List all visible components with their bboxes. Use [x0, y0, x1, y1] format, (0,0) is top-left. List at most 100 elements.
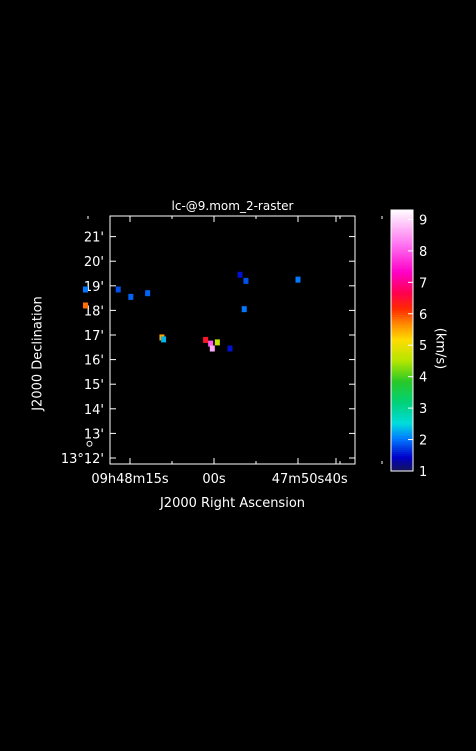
- colorbar-segment: [391, 307, 413, 311]
- colorbar-segment: [391, 460, 413, 463]
- colorbar-segment: [391, 468, 413, 472]
- beam-ellipse: [86, 440, 93, 447]
- colorbar-tick-label: 3: [419, 402, 427, 417]
- colorbar-segment: [391, 440, 413, 444]
- colorbar-segment: [391, 216, 413, 220]
- data-pixel: [82, 302, 88, 309]
- colorbar-segment: [391, 288, 413, 292]
- data-pixel: [209, 345, 215, 352]
- colorbar-segment: [391, 277, 413, 281]
- colorbar-segment: [391, 377, 413, 381]
- colorbar-segment: [391, 360, 413, 363]
- colorbar-segment: [391, 255, 413, 259]
- y-tick-label: 18': [84, 304, 104, 319]
- colorbar-segment: [391, 368, 413, 372]
- colorbar-segment: [391, 357, 413, 361]
- colorbar-segment: [391, 386, 413, 389]
- colorbar-segment: [391, 340, 413, 344]
- colorbar-tick-label: 9: [419, 213, 427, 228]
- data-pixel: [243, 277, 249, 284]
- colorbar-tick-label: 5: [419, 339, 427, 354]
- data-pixel: [227, 345, 233, 352]
- colorbar-segment: [391, 303, 413, 307]
- y-tick-label: 20': [84, 255, 104, 270]
- x-tick-label: 00s: [202, 472, 226, 487]
- colorbar-segment: [391, 238, 413, 242]
- colorbar-segment: [391, 225, 413, 228]
- colorbar-segment: [391, 434, 413, 437]
- colorbar-segment: [391, 366, 413, 370]
- colorbar-segment: [391, 420, 413, 424]
- colorbar-segment: [391, 405, 413, 409]
- y-tick-label: 19': [84, 280, 104, 295]
- data-pixel: [241, 306, 247, 313]
- colorbar-segment: [391, 297, 413, 300]
- colorbar-tick-label: 1: [419, 465, 427, 480]
- y-tick-label: 16': [84, 354, 104, 369]
- colorbar-segment: [391, 279, 413, 283]
- colorbar-segment: [391, 338, 413, 342]
- colorbar-segment: [391, 270, 413, 274]
- data-pixel: [203, 336, 209, 343]
- colorbar-segment: [391, 455, 413, 459]
- colorbar-segment: [391, 431, 413, 435]
- colorbar-segment: [391, 388, 413, 392]
- colorbar-segment: [391, 283, 413, 287]
- colorbar-segment: [391, 273, 413, 276]
- colorbar-segment: [391, 457, 413, 461]
- colorbar-segment: [391, 244, 413, 248]
- colorbar-segment: [391, 210, 413, 213]
- data-pixel: [145, 290, 151, 297]
- colorbar-segment: [391, 349, 413, 352]
- colorbar-segment: [391, 264, 413, 268]
- colorbar-segment: [391, 442, 413, 446]
- colorbar-segment: [391, 379, 413, 383]
- x-tick-label: 09h48m15s: [91, 472, 169, 487]
- data-pixel: [295, 276, 301, 283]
- colorbar-segment: [391, 299, 413, 302]
- colorbar-segment: [391, 242, 413, 246]
- x-axis-label: J2000 Right Ascension: [159, 496, 306, 511]
- colorbar-segment: [391, 223, 413, 226]
- colorbar-segment: [391, 316, 413, 320]
- colorbar-segment: [391, 220, 413, 224]
- colorbar-tick-label: 6: [419, 308, 427, 323]
- colorbar-segment: [391, 325, 413, 329]
- data-pixel: [115, 286, 121, 293]
- colorbar-segment: [391, 301, 413, 305]
- colorbar-segment: [391, 286, 413, 289]
- colorbar-segment: [391, 462, 413, 466]
- colorbar-segment: [391, 410, 413, 413]
- colorbar-segment: [391, 246, 413, 250]
- colorbar-segment: [391, 314, 413, 318]
- colorbar-tick-label: 2: [419, 434, 427, 449]
- colorbar-segment: [391, 364, 413, 368]
- colorbar-segment: [391, 355, 413, 359]
- x-tick-label: 47m50s: [272, 472, 325, 487]
- data-pixel: [161, 336, 167, 343]
- y-tick-label: 13': [84, 427, 104, 442]
- data-pixel: [82, 286, 88, 293]
- colorbar-segment: [391, 214, 413, 218]
- colorbar-segment: [391, 257, 413, 261]
- colorbar-segment: [391, 260, 413, 263]
- colorbar-segment: [391, 294, 413, 298]
- colorbar-segment: [391, 229, 413, 233]
- colorbar-segment: [391, 329, 413, 333]
- colorbar-segment: [391, 453, 413, 457]
- colorbar-segment: [391, 336, 413, 339]
- colorbar-segment: [391, 444, 413, 448]
- colorbar-segment: [391, 262, 413, 265]
- colorbar-segment: [391, 327, 413, 331]
- colorbar-segment: [391, 407, 413, 411]
- colorbar-segment: [391, 347, 413, 350]
- x-tick-label: 40s: [324, 472, 348, 487]
- colorbar-frame: [390, 209, 414, 472]
- plot-frame: [109, 215, 356, 465]
- colorbar-segment: [391, 449, 413, 453]
- colorbar-segment: [391, 212, 413, 215]
- colorbar-segment: [391, 392, 413, 396]
- colorbar-segment: [391, 227, 413, 231]
- colorbar-segment: [391, 344, 413, 348]
- colorbar-segment: [391, 394, 413, 398]
